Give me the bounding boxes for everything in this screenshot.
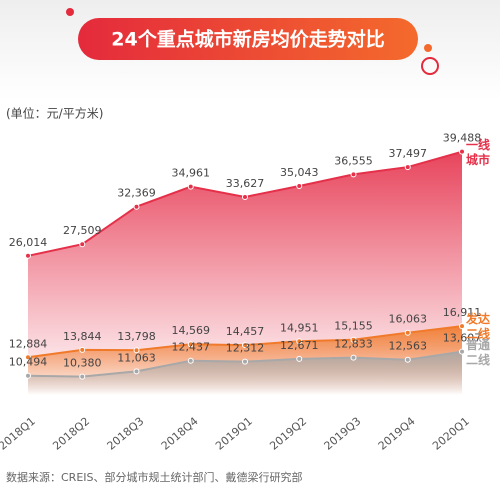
value-label: 10,380: [63, 357, 102, 370]
area: [28, 151, 462, 395]
value-label: 27,509: [63, 224, 102, 237]
value-label: 14,457: [226, 325, 265, 338]
value-label: 15,155: [334, 320, 373, 333]
point: [404, 329, 411, 336]
point: [242, 358, 248, 365]
value-label: 26,014: [9, 236, 48, 249]
unit-label: (单位：元/平方米): [6, 106, 103, 121]
point: [459, 348, 465, 355]
value-label: 13,798: [117, 330, 156, 343]
legend-label: 一线城市: [466, 137, 491, 167]
x-tick-label: 2019Q2: [267, 415, 309, 453]
point: [296, 355, 303, 362]
deco-dot: [424, 44, 432, 52]
value-label: 36,555: [334, 154, 373, 167]
value-label: 13,607: [443, 332, 482, 345]
value-label: 12,312: [226, 342, 265, 355]
value-label: 14,569: [172, 324, 211, 337]
point: [459, 148, 465, 155]
value-label: 12,437: [172, 341, 211, 354]
value-label: 12,833: [334, 338, 373, 351]
value-label: 12,671: [280, 339, 319, 352]
point: [242, 193, 248, 200]
deco-dot: [66, 8, 74, 16]
title-banner: [78, 18, 418, 60]
x-tick-label: 2020Q1: [430, 415, 472, 453]
x-tick-label: 2019Q3: [322, 415, 364, 453]
value-label: 12,563: [389, 340, 428, 353]
point: [25, 354, 31, 361]
point: [187, 183, 194, 190]
value-label: 34,961: [172, 167, 211, 180]
area: [28, 351, 462, 395]
value-label: 32,369: [117, 187, 156, 200]
value-label: 16,063: [389, 313, 428, 326]
point: [133, 368, 140, 375]
deco-ring: [421, 57, 439, 75]
x-tick-label: 2019Q1: [213, 415, 255, 453]
legend-label: 普通二线: [466, 337, 491, 367]
value-label: 14,951: [280, 321, 319, 334]
point: [459, 323, 465, 330]
x-tick-label: 2018Q4: [159, 415, 201, 453]
value-label: 35,043: [280, 166, 319, 179]
point: [25, 252, 31, 259]
value-label: 12,884: [9, 337, 48, 350]
point: [404, 164, 411, 171]
value-label: 11,063: [117, 351, 156, 364]
point: [25, 372, 31, 379]
value-label: 37,497: [389, 147, 428, 160]
x-tick-label: 2018Q2: [50, 415, 92, 453]
point: [350, 336, 357, 343]
point: [296, 338, 303, 345]
point: [350, 171, 357, 178]
source: 数据来源：CREIS、部分城市规土统计部门、戴德梁行研究部: [6, 470, 303, 484]
chart-title: 24个重点城市新房均价走势对比: [111, 28, 384, 51]
point: [133, 347, 140, 354]
point: [404, 356, 411, 363]
point: [187, 357, 194, 364]
point: [79, 346, 86, 353]
point: [79, 373, 86, 380]
legend-label: 发达二线: [466, 312, 491, 342]
value-label: 39,488: [443, 132, 482, 145]
point: [133, 203, 140, 210]
point: [242, 342, 248, 349]
value-label: 10,494: [9, 356, 48, 369]
x-tick-label: 2018Q1: [0, 415, 38, 453]
point: [79, 241, 86, 248]
point: [350, 354, 357, 361]
value-label: 13,844: [63, 330, 102, 343]
point: [187, 341, 194, 348]
x-tick-label: 2019Q4: [376, 415, 418, 453]
x-tick-label: 2018Q3: [105, 415, 147, 453]
value-label: 16,911: [443, 306, 482, 319]
point: [296, 183, 303, 190]
value-label: 33,627: [226, 177, 265, 190]
